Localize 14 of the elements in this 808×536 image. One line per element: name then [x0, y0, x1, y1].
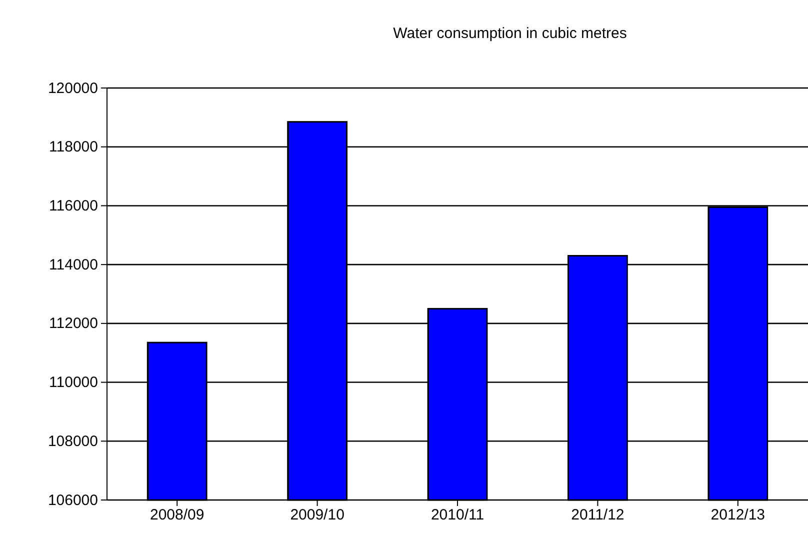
y-tick-label: 118000 [49, 138, 98, 156]
y-tick-label: 116000 [49, 198, 98, 215]
chart-title: Water consumption in cubic metres [393, 25, 627, 42]
y-tick-label: 108000 [48, 432, 98, 450]
y-tick-label: 106000 [48, 492, 98, 509]
y-tick-label: 110000 [49, 374, 98, 392]
x-tick-label: 2008/09 [150, 506, 204, 524]
x-tick-label: 2010/11 [430, 506, 484, 524]
x-tick-label: 2012/13 [710, 506, 766, 524]
x-tick-label: 2009/10 [290, 506, 344, 524]
y-tick-label: 120000 [48, 80, 98, 97]
x-tick-label: 2011/12 [571, 506, 624, 524]
y-tick-label: 112000 [49, 315, 98, 332]
y-tick-label: 114000 [49, 256, 98, 274]
